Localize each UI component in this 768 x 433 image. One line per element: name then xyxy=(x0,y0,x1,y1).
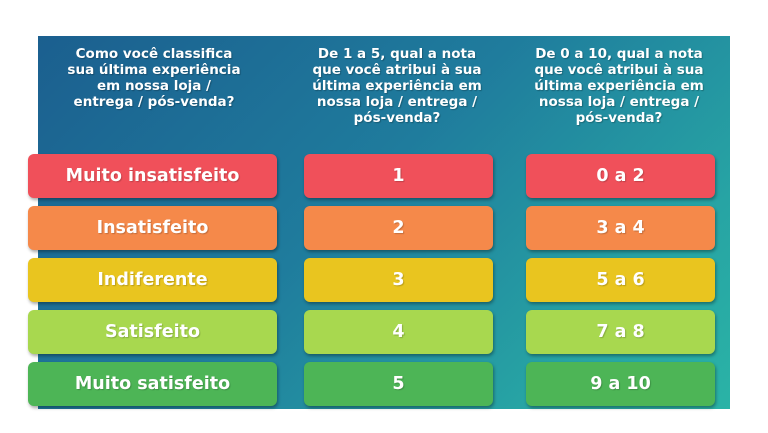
row-scale10-5-6: 5 a 6 xyxy=(526,258,715,302)
row-scale10-7-8: 7 a 8 xyxy=(526,310,715,354)
row-label-muito-insatisfeito: Muito insatisfeito xyxy=(28,154,277,198)
row-scale5-2: 2 xyxy=(304,206,493,250)
row-label-indiferente: Indiferente xyxy=(28,258,277,302)
row-label-insatisfeito: Insatisfeito xyxy=(28,206,277,250)
header-scale-1-5: De 1 a 5, qual a nota que você atribui à… xyxy=(312,46,482,126)
row-label-satisfeito: Satisfeito xyxy=(28,310,277,354)
row-scale5-4: 4 xyxy=(304,310,493,354)
header-scale-0-10: De 0 a 10, qual a nota que você atribui … xyxy=(534,46,704,126)
row-scale10-9-10: 9 a 10 xyxy=(526,362,715,406)
row-scale5-3: 3 xyxy=(304,258,493,302)
row-scale10-3-4: 3 a 4 xyxy=(526,206,715,250)
row-scale10-0-2: 0 a 2 xyxy=(526,154,715,198)
row-label-muito-satisfeito: Muito satisfeito xyxy=(28,362,277,406)
row-scale5-5: 5 xyxy=(304,362,493,406)
row-scale5-1: 1 xyxy=(304,154,493,198)
header-classification: Como você classifica sua última experiên… xyxy=(67,46,241,110)
